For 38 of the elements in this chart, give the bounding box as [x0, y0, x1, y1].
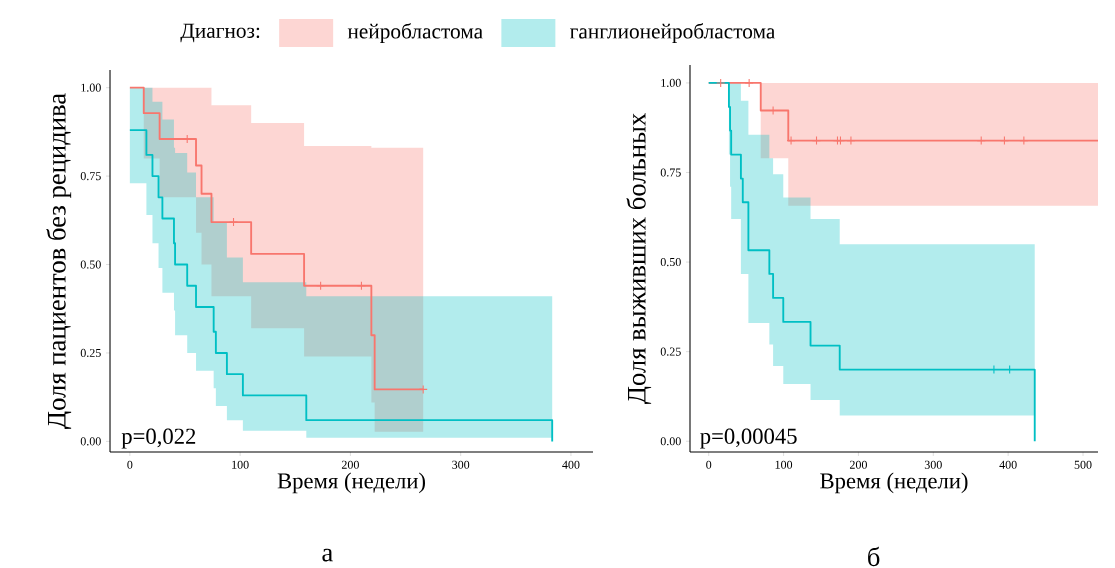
x-tick-label: 100	[232, 460, 249, 469]
y-tick-label: 0.00	[660, 437, 681, 446]
text: а	[322, 548, 333, 562]
legend-title: Диагноз:	[180, 23, 260, 43]
y-tick-label: 1.00	[81, 83, 101, 92]
y-tick-label: 0.50	[80, 260, 101, 269]
x-tick-label: 0	[127, 460, 133, 469]
annotation: p=0,00045	[700, 428, 797, 449]
legend-label: ганглионейробластома	[570, 23, 776, 43]
x-tick-label: 300	[924, 460, 942, 469]
point	[744, 78, 754, 88]
y-axis-title: Доля пациентов без рецидива	[46, 93, 72, 429]
y-tick-label: 0.75	[660, 168, 681, 177]
x-tick-label: 200	[849, 460, 867, 469]
point	[846, 136, 856, 146]
y-tick-label: 0.75	[80, 172, 101, 181]
x-tick-label: 100	[775, 460, 793, 469]
y-tick-label: 0.25	[80, 348, 101, 358]
x-tick-label: 200	[341, 460, 359, 469]
x-tick-label: 400	[562, 460, 580, 469]
annotation: p=0,022	[121, 428, 196, 449]
y-tick-label: 0.25	[660, 347, 681, 356]
point	[786, 136, 796, 146]
point	[228, 217, 239, 227]
x-axis-title: Время (недели)	[820, 472, 968, 494]
x-tick-label: 300	[452, 460, 470, 469]
text: б	[868, 546, 880, 567]
point	[716, 78, 726, 88]
y-tick-label: 0.00	[80, 437, 101, 446]
point	[1019, 136, 1029, 146]
legend-label: нейробластома	[347, 23, 483, 43]
y-tick-label: 1.00	[661, 78, 681, 87]
x-tick-label: 0	[706, 460, 712, 469]
x-tick-label: 500	[1074, 460, 1092, 469]
x-tick-label: 400	[999, 460, 1017, 469]
y-tick-label: 0.50	[660, 257, 681, 267]
x-axis-title: Время (недели)	[277, 472, 425, 494]
y-axis-title: Доля выживших больных	[626, 113, 652, 405]
